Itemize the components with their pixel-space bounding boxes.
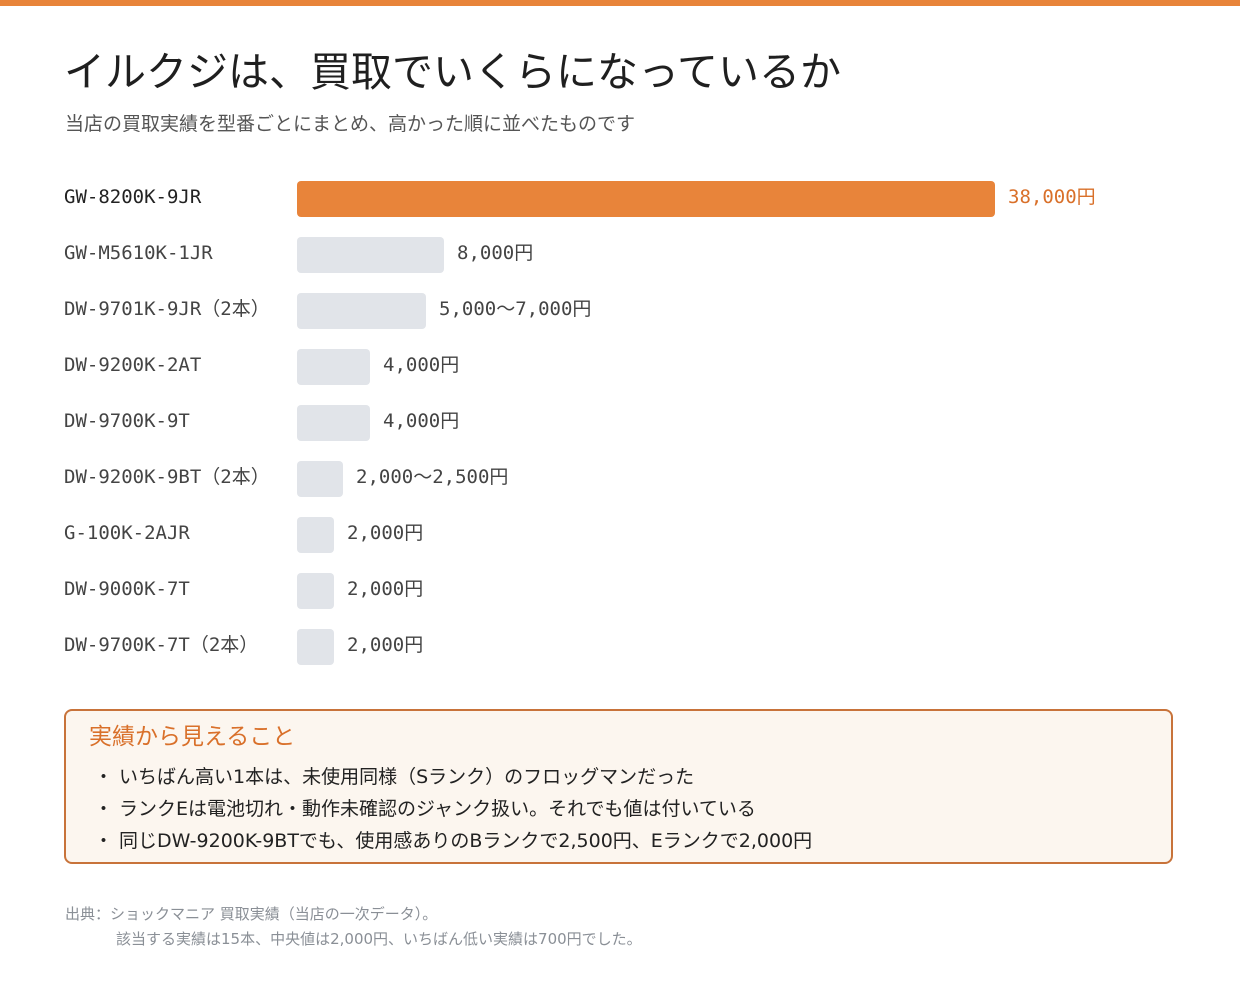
bar xyxy=(297,405,370,441)
bullet-icon: ・ xyxy=(94,830,114,852)
bar-category-label: DW-9200K-9BT（2本） xyxy=(64,466,270,488)
bar xyxy=(297,293,426,329)
insight-text: 同じDW-9200K-9BTでも、使用感ありのBランクで2,500円、Eランクで… xyxy=(119,830,813,852)
footnote-source: 出典：ショックマニア 買取実績（当店の一次データ）。 xyxy=(65,905,438,923)
bar-value-label: 38,000円 xyxy=(1008,186,1096,208)
bar-value-label: 2,000～2,500円 xyxy=(356,466,509,488)
bar-category-label: DW-9200K-2AT xyxy=(64,354,202,376)
bar-value-label: 2,000円 xyxy=(347,522,424,544)
insight-item: ・ランクEは電池切れ・動作未確認のジャンク扱い。それでも値は付いている xyxy=(94,793,812,825)
bar-value-label: 4,000円 xyxy=(383,410,460,432)
insight-list: ・いちばん高い1本は、未使用同様（Sランク）のフロッグマンだった ・ランクEは電… xyxy=(94,761,812,857)
bar-chart: GW-8200K-9JR 38,000円 GW-M5610K-1JR 8,000円 DW… xyxy=(64,181,1096,665)
bar xyxy=(297,461,343,497)
bar xyxy=(297,517,334,553)
insight-title: 実績から見えること xyxy=(89,724,296,750)
page-title: イルクジは、買取でいくらになっているか xyxy=(64,48,841,96)
insight-text: ランクEは電池切れ・動作未確認のジャンク扱い。それでも値は付いている xyxy=(119,798,756,820)
bar-value-label: 2,000円 xyxy=(347,634,424,656)
bar xyxy=(297,349,370,385)
top-accent-bar xyxy=(0,0,1240,6)
bar-category-label: DW-9000K-7T xyxy=(64,578,190,600)
bar-category-label: GW-M5610K-1JR xyxy=(64,242,213,264)
bar-category-label: GW-8200K-9JR xyxy=(64,186,202,208)
bar-value-label: 4,000円 xyxy=(383,354,460,376)
bar-value-label: 2,000円 xyxy=(347,578,424,600)
bar xyxy=(297,237,444,273)
bar-category-label: DW-9700K-7T（2本） xyxy=(64,634,259,656)
bar-category-label: DW-9700K-9T xyxy=(64,410,190,432)
page-subtitle: 当店の買取実績を型番ごとにまとめ、高かった順に並べたものです xyxy=(65,113,636,135)
bar xyxy=(297,629,334,665)
bar-category-label: DW-9701K-9JR（2本） xyxy=(64,298,270,320)
bar-value-label: 5,000～7,000円 xyxy=(439,298,592,320)
insight-box: 実績から見えること ・いちばん高い1本は、未使用同様（Sランク）のフロッグマンだ… xyxy=(64,709,1173,864)
insight-text: いちばん高い1本は、未使用同様（Sランク）のフロッグマンだった xyxy=(119,766,695,788)
bullet-icon: ・ xyxy=(94,798,114,820)
bar xyxy=(297,573,334,609)
footnote-summary: 該当する実績は15本、中央値は2,000円、いちばん低い実績は700円でした。 xyxy=(116,930,642,948)
insight-item: ・いちばん高い1本は、未使用同様（Sランク）のフロッグマンだった xyxy=(94,761,812,793)
bar xyxy=(297,181,995,217)
bullet-icon: ・ xyxy=(94,766,114,788)
bar-category-label: G-100K-2AJR xyxy=(64,522,190,544)
source-footnote: 出典：ショックマニア 買取実績（当店の一次データ）。 該当する実績は15本、中央… xyxy=(65,902,642,952)
insight-item: ・同じDW-9200K-9BTでも、使用感ありのBランクで2,500円、Eランク… xyxy=(94,825,812,857)
bar-value-label: 8,000円 xyxy=(457,242,534,264)
